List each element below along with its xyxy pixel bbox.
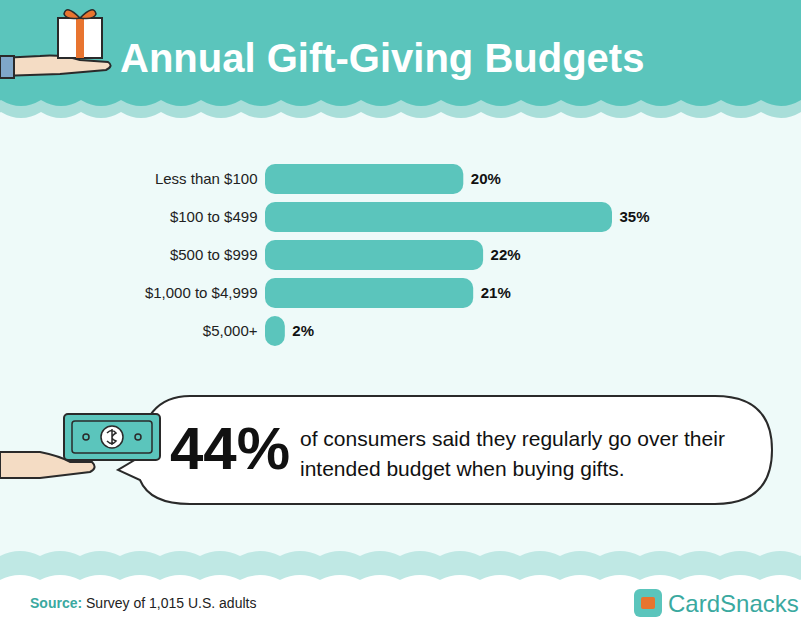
- svg-text:$500 to $999: $500 to $999: [170, 246, 258, 263]
- html-text:Annual Gift-Giving Budgets: Annual Gift-Giving Budgets: [120, 36, 645, 80]
- svg-text:22%: 22%: [491, 246, 521, 263]
- html-text:Source: Survey of 1,015 U.S. a: Source: Survey of 1,015 U.S. adults: [30, 595, 257, 611]
- svg-text:$5,000+: $5,000+: [203, 322, 258, 339]
- svg-text:2%: 2%: [292, 322, 314, 339]
- svg-text:20%: 20%: [471, 170, 501, 187]
- html-text:CardSnacks: CardSnacks: [668, 590, 799, 617]
- svg-text:$1,000 to $4,999: $1,000 to $4,999: [145, 284, 258, 301]
- svg-text:$100 to $499: $100 to $499: [170, 208, 258, 225]
- svg-text:21%: 21%: [481, 284, 511, 301]
- html-text:44%: 44%: [170, 415, 291, 482]
- html-text:of consumers said they regular: of consumers said they regularly go over…: [300, 427, 725, 480]
- svg-text:35%: 35%: [620, 208, 650, 225]
- svg-text:Less than $100: Less than $100: [155, 170, 258, 187]
